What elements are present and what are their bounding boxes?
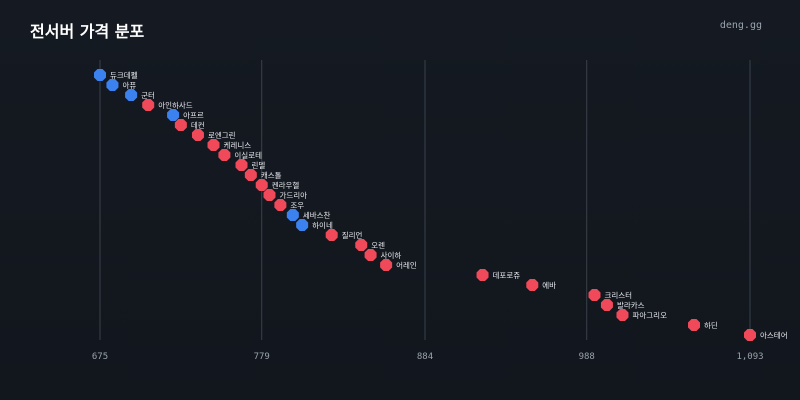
point-label: 데컨 [191,120,205,130]
point-label: 어레인 [396,260,417,270]
data-point: 데포로쥬 [476,268,521,282]
point-marker [476,268,489,282]
point-label: 데포로쥬 [493,271,521,280]
data-point: 케레니스 [207,138,252,152]
data-point: 이실로테 [218,148,262,162]
point-label: 하딘 [704,320,718,330]
data-point: 조우 [274,198,304,212]
point-marker [364,248,377,262]
data-point: 아인하사드 [142,98,193,112]
point-label: 세바스찬 [303,210,331,220]
data-points: 듀크데펠아퓨군터아인하사드아프르데컨로엔그린케레니스이실로테린델캐스톨켄라우헬가… [93,68,788,342]
point-marker [255,178,268,192]
point-marker [688,318,701,332]
point-marker [244,168,257,182]
data-point: 질리언 [325,228,363,242]
point-marker [296,218,309,232]
point-label: 케레니스 [224,141,252,150]
point-marker [743,328,757,342]
data-point: 아프르 [167,108,204,122]
data-point: 린델 [235,158,266,172]
point-marker [142,98,155,112]
x-tick-label: 1,093 [736,352,763,362]
point-label: 가드리아 [279,190,307,200]
point-label: 사이하 [381,250,402,260]
point-marker [106,78,119,92]
point-marker [274,198,287,212]
data-point: 오렌 [355,238,385,252]
x-tick-label: 884 [417,352,433,362]
point-label: 질리언 [342,230,363,240]
data-point: 크리스터 [588,288,632,302]
x-tick-label: 988 [579,352,595,362]
point-marker [93,68,107,82]
point-marker [191,128,204,142]
point-marker [588,288,601,302]
point-marker [526,278,539,292]
data-point: 어레인 [380,258,417,272]
data-point: 듀크데펠 [93,68,138,82]
data-point: 캐스톨 [244,168,282,182]
point-label: 조우 [290,201,304,210]
data-point: 로엔그린 [191,128,236,142]
grid-lines [99,60,751,340]
point-label: 아프르 [183,110,204,120]
data-point: 아퓨 [106,78,136,92]
point-marker [600,298,613,312]
point-label: 로엔그린 [208,130,236,140]
data-point: 하이네 [296,218,333,232]
point-label: 아인하사드 [158,100,193,110]
point-marker [207,138,220,152]
point-marker [325,228,338,242]
point-marker [167,108,180,122]
point-label: 이실로테 [234,150,262,160]
data-point: 데컨 [174,118,205,132]
point-marker [235,158,248,172]
data-point: 아스테어 [743,328,788,342]
point-marker [263,188,276,202]
data-point: 파아그리오 [616,308,667,322]
x-axis-ticks: 675 779 884 988 1,093 [92,352,764,362]
data-point: 발라카스 [600,298,645,312]
data-point: 가드리아 [263,188,307,202]
point-label: 아스테어 [760,330,788,340]
point-marker [355,238,368,252]
x-tick-label: 675 [92,352,108,362]
point-label: 린델 [252,160,266,170]
data-point: 세바스찬 [286,208,331,222]
point-marker [616,308,629,322]
point-label: 에바 [542,280,556,290]
point-label: 듀크데펠 [110,71,138,80]
point-label: 켄라우헬 [272,180,300,190]
data-point: 켄라우헬 [255,178,300,192]
data-point: 하딘 [688,318,718,332]
point-marker [174,118,187,132]
point-label: 오렌 [371,240,385,250]
point-marker [218,148,231,162]
point-label: 발라카스 [617,301,645,310]
x-tick-label: 779 [254,352,270,362]
data-point: 사이하 [364,248,402,262]
point-label: 하이네 [312,220,333,230]
site-label: deng.gg [719,20,762,31]
point-marker [125,88,138,102]
data-point: 에바 [526,278,556,292]
point-label: 파아그리오 [632,310,667,320]
point-label: 아퓨 [122,80,136,90]
point-label: 군터 [141,91,155,100]
point-label: 캐스톨 [261,171,282,180]
point-marker [380,258,393,272]
point-marker [286,208,299,222]
point-label: 크리스터 [604,291,632,300]
data-point: 군터 [125,88,155,102]
chart-title: 전서버 가격 분포 [30,22,145,41]
